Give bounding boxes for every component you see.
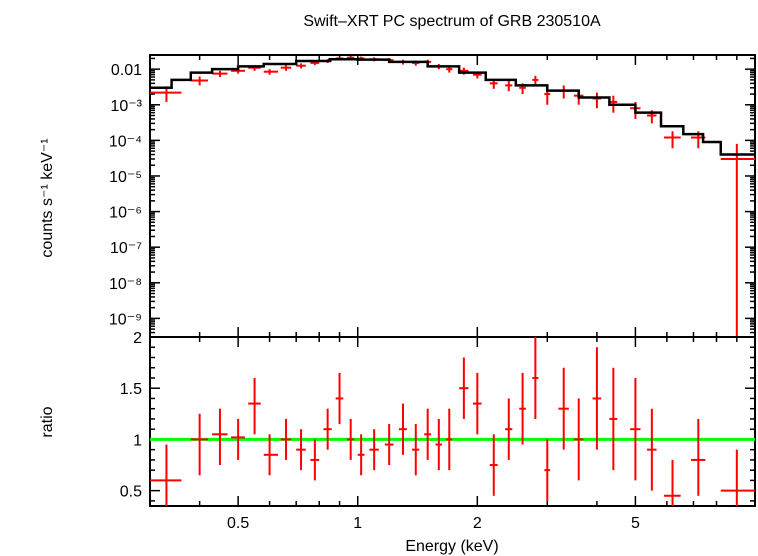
y-tick-label: 1 — [133, 432, 142, 449]
x-axis-label: Energy (keV) — [405, 538, 498, 555]
data-point — [592, 92, 602, 109]
data-point — [459, 357, 469, 419]
x-tick-label: 2 — [473, 515, 482, 532]
spectrum-panel: 0.01 10⁻³ 10⁻⁴ 10⁻⁵ 10⁻⁶ 10⁻⁷ 10⁻⁸ 10⁻⁹ — [109, 54, 756, 338]
y-tick-label: 1.5 — [120, 381, 142, 398]
data-point — [690, 418, 706, 496]
ratio-panel: 0.5 1 1.5 2 0.5 1 2 5 — [120, 330, 756, 532]
y-tick-label: 10⁻⁸ — [109, 276, 142, 293]
data-point — [505, 81, 513, 92]
data-point — [558, 85, 569, 99]
data-point — [280, 65, 292, 71]
data-point — [663, 459, 681, 506]
y-tick-label: 10⁻⁷ — [110, 240, 142, 257]
upper-y-axis-label: counts s⁻¹ keV⁻¹ — [39, 138, 56, 257]
data-point — [335, 372, 344, 425]
data-point — [212, 70, 228, 78]
y-tick-label: 10⁻⁹ — [109, 311, 142, 328]
x-tick-label: 1 — [353, 515, 362, 532]
data-point — [558, 367, 569, 450]
data-point — [544, 439, 551, 501]
data-point — [310, 439, 320, 481]
data-point — [424, 408, 432, 460]
x-tick-label: 0.5 — [227, 515, 249, 532]
model-curve — [150, 57, 755, 156]
y-tick-label: 10⁻³ — [110, 98, 142, 115]
data-point — [323, 408, 332, 450]
data-point — [519, 372, 526, 445]
data-point — [663, 131, 681, 149]
data-point — [592, 347, 602, 450]
data-point — [435, 418, 443, 471]
y-tick-label: 0.01 — [111, 62, 142, 79]
data-point — [384, 424, 394, 466]
data-point — [609, 367, 618, 471]
data-point — [647, 408, 657, 491]
data-point — [150, 444, 182, 506]
data-point — [532, 337, 539, 419]
x-tick-label: 5 — [631, 515, 640, 532]
data-point — [573, 398, 584, 481]
data-point — [296, 429, 306, 471]
data-point — [505, 398, 513, 460]
data-point — [231, 418, 245, 460]
data-point — [720, 143, 755, 337]
y-tick-label: 10⁻⁵ — [109, 169, 142, 186]
data-point — [248, 377, 261, 435]
data-point — [472, 372, 482, 435]
data-point — [190, 76, 209, 86]
data-point — [489, 434, 498, 496]
y-tick-label: 2 — [133, 330, 142, 347]
y-tick-label: 0.5 — [120, 484, 142, 501]
data-point — [630, 377, 641, 481]
data-point — [280, 418, 292, 460]
data-point — [398, 403, 407, 455]
data-point — [212, 408, 228, 466]
plot-frame — [149, 54, 756, 338]
data-point — [347, 418, 355, 460]
data-point — [532, 75, 539, 86]
data-point — [446, 408, 453, 471]
y-tick-label: 10⁻⁶ — [109, 205, 142, 222]
data-point — [263, 69, 279, 75]
y-tick-label: 10⁻⁴ — [109, 133, 142, 150]
data-point — [296, 63, 306, 69]
plot-frame — [149, 336, 756, 507]
data-point — [369, 429, 379, 471]
chart-title: Swift–XRT PC spectrum of GRB 230510A — [303, 13, 601, 30]
data-point — [412, 424, 420, 476]
data-point — [720, 449, 755, 506]
data-point — [263, 434, 279, 476]
data-point — [190, 413, 209, 476]
data-point — [357, 434, 365, 476]
lower-y-axis-label: ratio — [39, 406, 56, 437]
